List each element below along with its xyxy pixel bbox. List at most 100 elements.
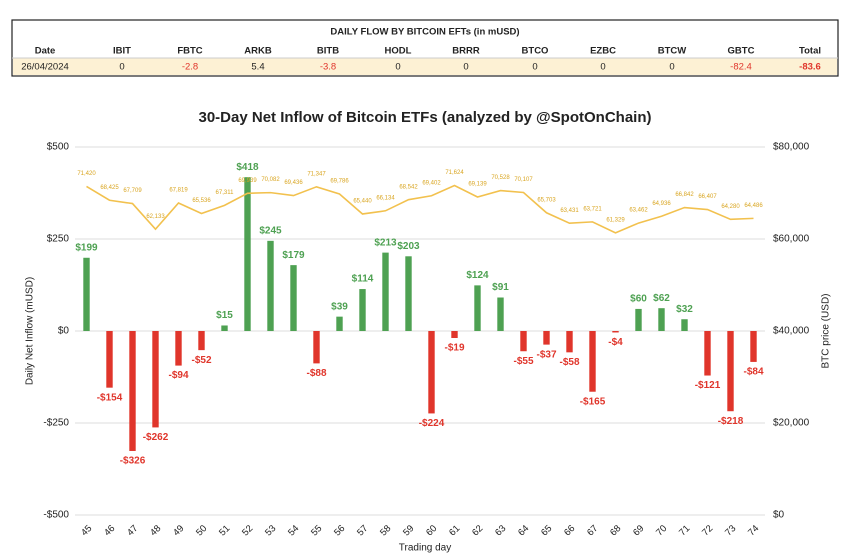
table-header: HODL <box>385 46 412 57</box>
price-label: 71,347 <box>307 171 326 177</box>
x-tick-label: 73 <box>723 523 738 538</box>
price-label: 61,329 <box>606 217 625 223</box>
x-tick-label: 65 <box>539 523 554 538</box>
table-header: ARKB <box>244 46 272 57</box>
price-label: 66,842 <box>675 192 694 198</box>
bar <box>474 285 481 331</box>
price-label: 69,139 <box>468 182 487 188</box>
bar <box>543 331 550 345</box>
bar <box>106 331 113 388</box>
bar <box>267 240 274 331</box>
y2-tick-label: $0 <box>773 510 785 521</box>
bar-label: -$84 <box>743 367 763 378</box>
bar-label: -$218 <box>718 416 744 427</box>
table-row-bg <box>13 58 837 75</box>
bar-label: -$58 <box>559 357 579 368</box>
bar <box>198 331 205 351</box>
x-tick-label: 74 <box>746 523 761 538</box>
bar-label: $245 <box>259 225 282 236</box>
y2-tick-label: $20,000 <box>773 418 810 429</box>
y2-tick-label: $40,000 <box>773 326 810 337</box>
x-tick-label: 57 <box>355 523 370 538</box>
bar <box>313 331 320 364</box>
bar <box>704 331 711 376</box>
table-header: BTCO <box>522 46 549 57</box>
table-header: IBIT <box>113 46 131 57</box>
price-label: 69,786 <box>330 179 349 185</box>
bar-label: $418 <box>236 162 259 173</box>
price-label: 70,528 <box>491 175 510 181</box>
price-label: 70,107 <box>514 177 533 183</box>
bar <box>566 331 573 353</box>
x-tick-label: 56 <box>332 523 347 538</box>
bar <box>129 331 136 451</box>
bar <box>750 331 757 362</box>
table-cell: -2.8 <box>182 62 198 73</box>
bar-label: -$262 <box>143 432 169 443</box>
x-tick-label: 63 <box>493 523 508 538</box>
price-label: 66,134 <box>376 195 395 201</box>
table-cell: -82.4 <box>730 62 752 73</box>
price-label: 62,133 <box>146 214 165 220</box>
bar-label: $199 <box>75 242 98 253</box>
y2-tick-label: $80,000 <box>773 142 810 153</box>
bar <box>635 308 642 331</box>
price-label: 65,440 <box>353 199 372 205</box>
bar <box>221 325 228 331</box>
table-cell: 0 <box>532 62 537 73</box>
bar <box>382 252 389 331</box>
price-label: 63,721 <box>583 206 602 212</box>
y-tick-label: $500 <box>47 142 70 153</box>
price-label: 67,709 <box>123 188 142 194</box>
bar <box>612 331 619 333</box>
table-header: FBTC <box>177 46 202 57</box>
x-tick-label: 64 <box>516 523 531 538</box>
x-tick-label: 49 <box>171 523 186 538</box>
bar <box>152 331 159 428</box>
x-tick-label: 67 <box>585 523 600 538</box>
price-label: 69,436 <box>284 180 303 186</box>
price-label: 67,819 <box>169 188 188 194</box>
table-cell: 0 <box>119 62 124 73</box>
price-label: 68,542 <box>399 184 418 190</box>
x-tick-label: 54 <box>286 523 301 538</box>
bar-label: $62 <box>653 293 670 304</box>
bar <box>681 319 688 331</box>
y-axis-title: Daily Net Inflow (mUSD) <box>25 277 36 385</box>
y-tick-label: -$250 <box>43 418 69 429</box>
price-label: 68,425 <box>100 185 119 191</box>
table-cell: 0 <box>600 62 605 73</box>
price-label: 63,431 <box>560 208 579 214</box>
table-header: GBTC <box>728 46 755 57</box>
table-header: Total <box>799 46 821 57</box>
x-tick-label: 53 <box>263 523 278 538</box>
table-header: BTCW <box>658 46 687 57</box>
x-tick-label: 59 <box>401 523 416 538</box>
price-label: 64,486 <box>744 203 763 209</box>
x-tick-label: 69 <box>631 523 646 538</box>
bar-label: $213 <box>374 237 397 248</box>
price-label: 65,703 <box>537 197 556 203</box>
bar <box>497 297 504 331</box>
price-label: 67,311 <box>216 190 235 196</box>
bar-label: $124 <box>466 270 489 281</box>
x-tick-label: 45 <box>79 523 94 538</box>
price-label: 71,420 <box>77 171 96 177</box>
table-cell: -3.8 <box>320 62 336 73</box>
y-tick-label: $250 <box>47 234 70 245</box>
chart-title: 30-Day Net Inflow of Bitcoin ETFs (analy… <box>199 109 652 126</box>
bar-label: $15 <box>216 310 233 321</box>
y2-axis-title: BTC price (USD) <box>821 293 832 368</box>
x-tick-label: 61 <box>447 523 462 538</box>
table-header: BRRR <box>452 46 480 57</box>
y-tick-label: -$500 <box>43 510 69 521</box>
price-label: 64,280 <box>721 204 740 210</box>
bar-label: -$19 <box>444 343 464 354</box>
price-label: 69,402 <box>422 180 441 186</box>
x-tick-label: 51 <box>217 523 232 538</box>
bar-label: $32 <box>676 304 693 315</box>
table-title: DAILY FLOW BY BITCOIN EFTs (in mUSD) <box>330 27 519 38</box>
bar <box>175 331 182 366</box>
bar-label: -$326 <box>120 456 146 467</box>
bar-label: -$154 <box>97 392 123 403</box>
